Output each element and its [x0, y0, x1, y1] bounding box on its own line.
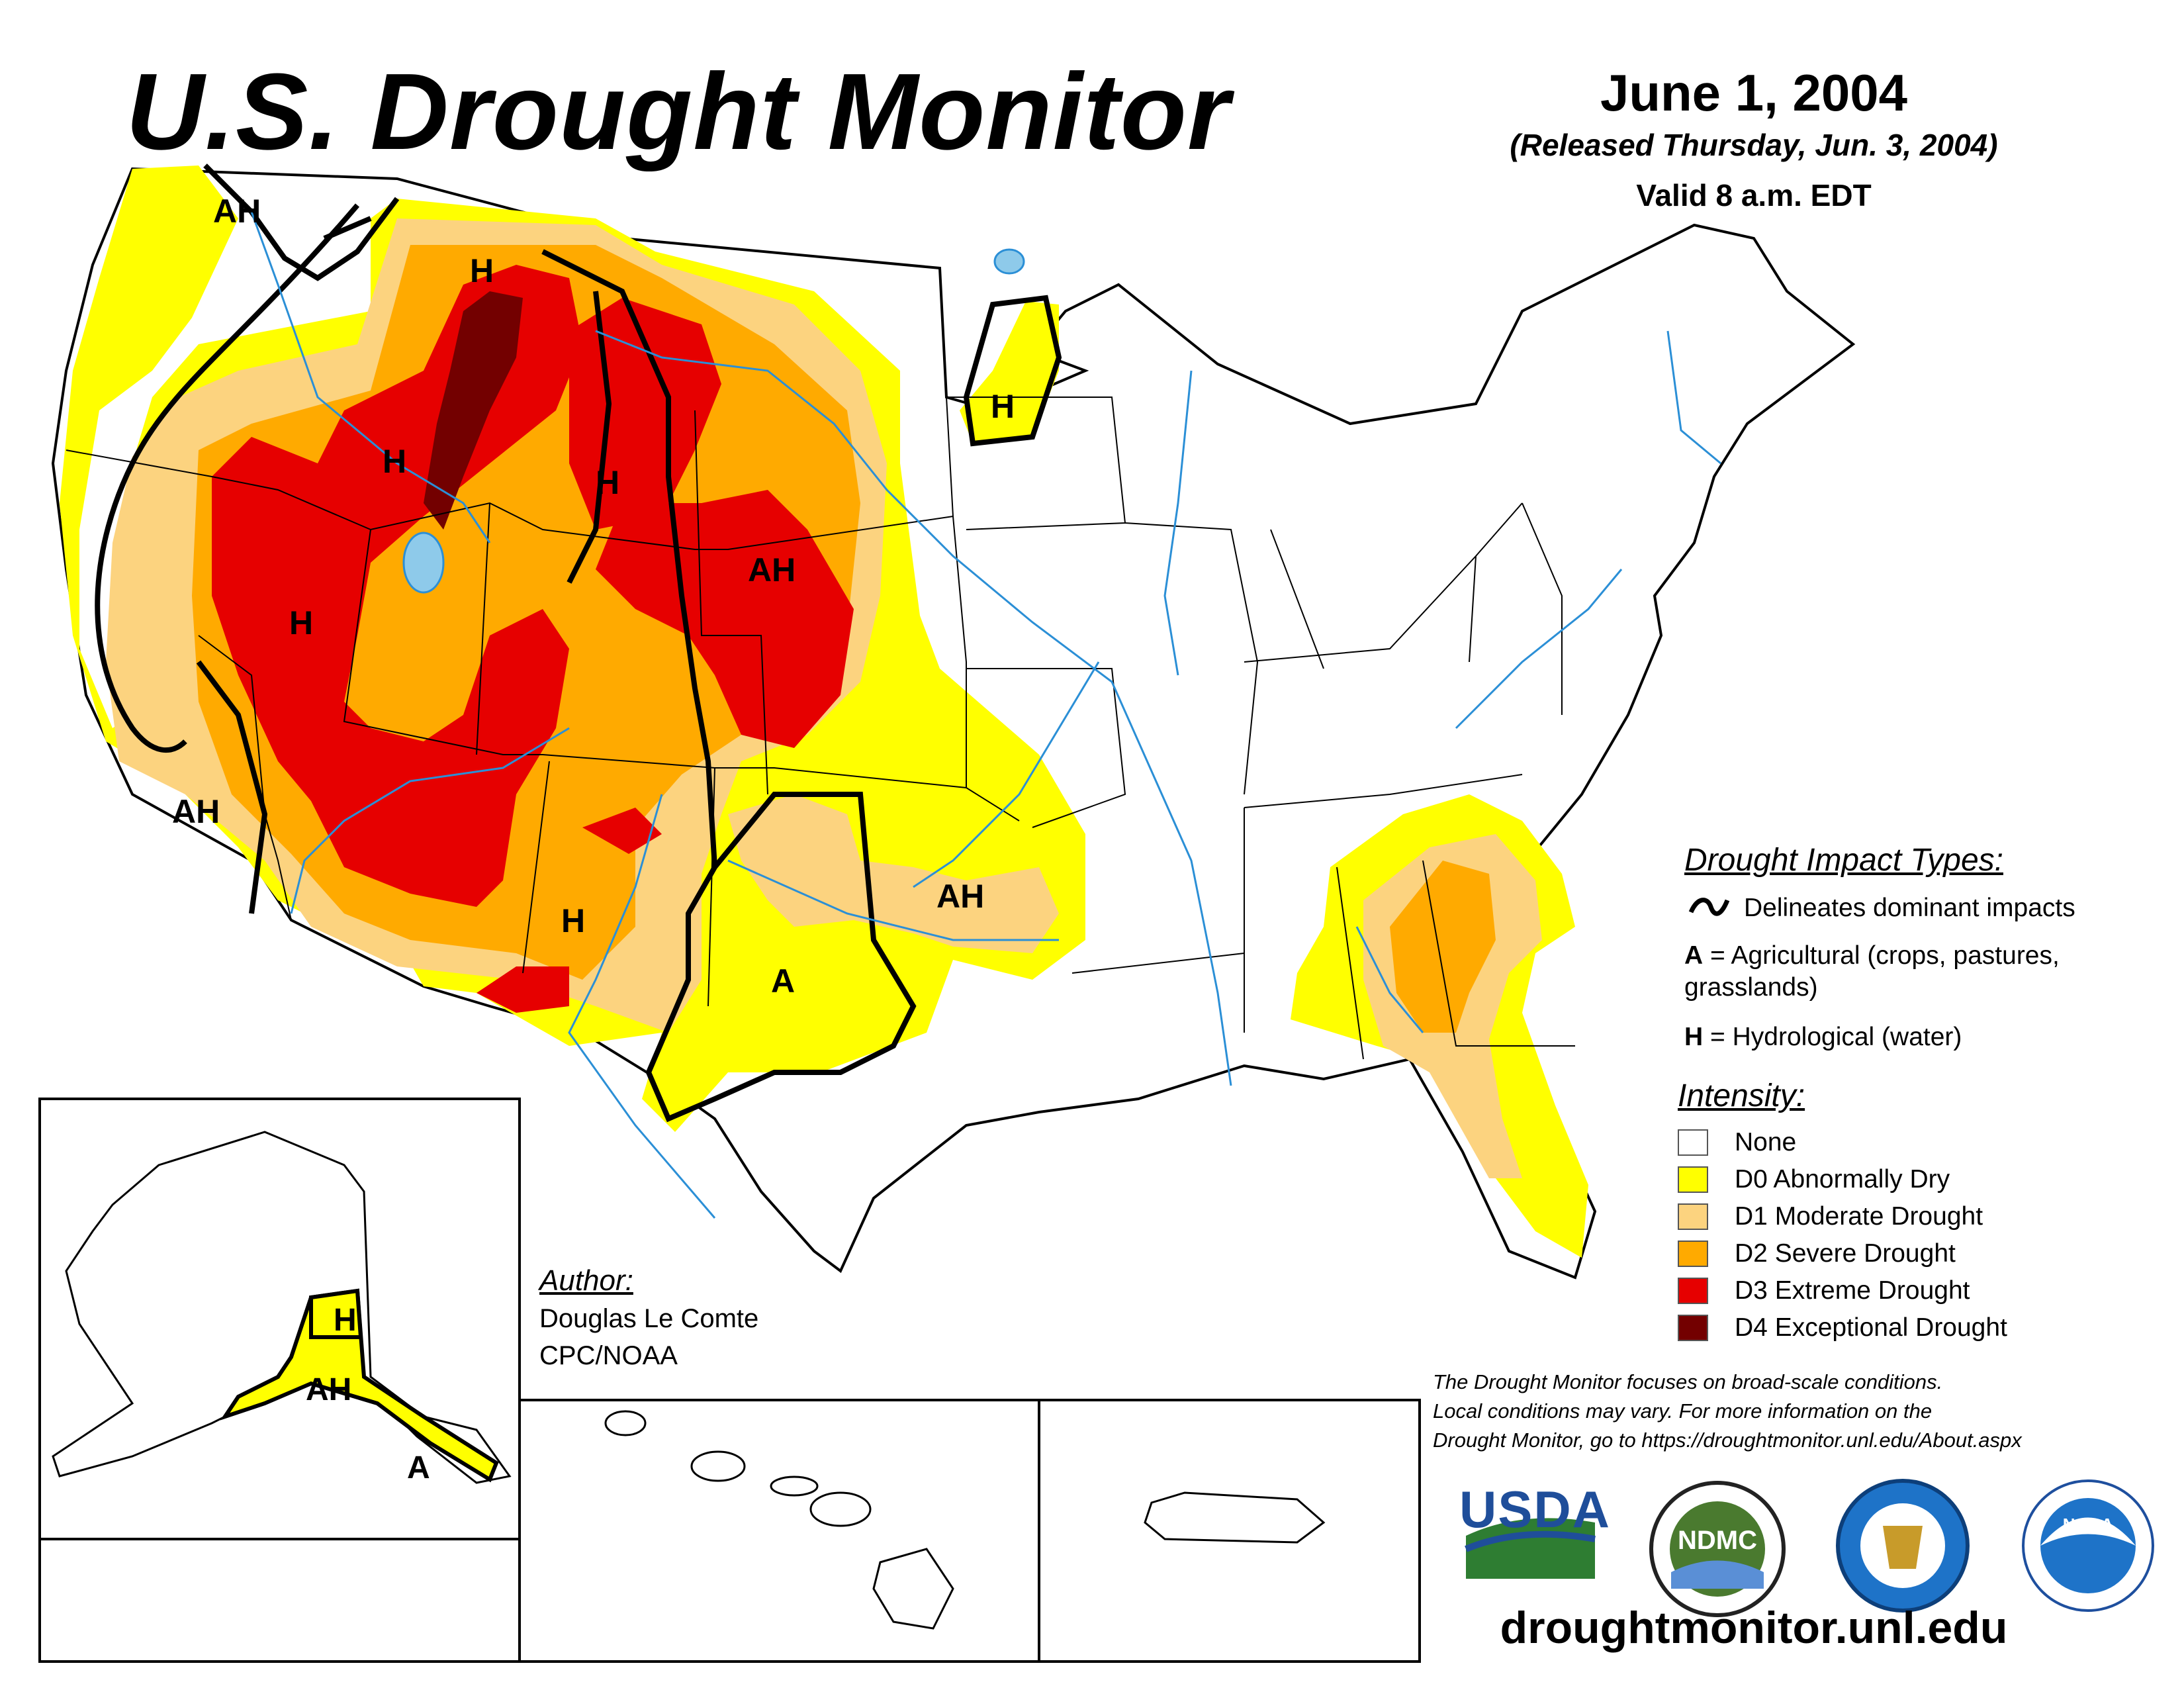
legend-label: D4 Exceptional Drought	[1735, 1313, 2007, 1342]
impact-h-row: H = Hydrological (water)	[1684, 1023, 1962, 1052]
impact-line-label: Delineates dominant impacts	[1744, 894, 2075, 922]
intensity-legend: None D0 Abnormally Dry D1 Moderate Droug…	[1678, 1124, 2007, 1346]
hawaii-islands	[604, 1410, 954, 1630]
d4-area	[424, 291, 523, 530]
label-h-montana: H	[470, 252, 494, 289]
legend-label: D3 Extreme Drought	[1735, 1276, 1970, 1305]
usda-logo-text: USDA	[1459, 1480, 1612, 1538]
disclaimer-line: Local conditions may vary. For more info…	[1433, 1399, 1933, 1423]
legend-label: D1 Moderate Drought	[1735, 1202, 1983, 1231]
commerce-logo	[1836, 1479, 1970, 1613]
puerto-rico-outline	[1144, 1491, 1326, 1544]
impact-h-text: = Hydrological (water)	[1710, 1023, 1962, 1051]
ndmc-logo-text: NDMC	[1678, 1526, 1757, 1555]
legend-item: D2 Severe Drought	[1678, 1235, 2007, 1272]
page-title: U.S. Drought Monitor	[126, 51, 1230, 172]
disclaimer-line: The Drought Monitor focuses on broad-sca…	[1433, 1370, 1943, 1393]
impact-h-code: H	[1684, 1023, 1704, 1051]
impact-line-symbol	[1688, 898, 1730, 916]
legend-swatch-d1	[1678, 1203, 1708, 1230]
legend-swatch-d0	[1678, 1166, 1708, 1193]
legend-item: D0 Abnormally Dry	[1678, 1161, 2007, 1198]
label-a-alaska: A	[407, 1450, 430, 1485]
disclaimer: The Drought Monitor focuses on broad-sca…	[1433, 1368, 2161, 1455]
d3-areas	[212, 265, 854, 1013]
label-h-alaska: H	[334, 1303, 357, 1338]
intensity-legend-heading: Intensity:	[1678, 1078, 1805, 1113]
rivers	[250, 211, 1721, 1219]
noaa-logo	[2022, 1479, 2154, 1612]
label-h-new-mexico: H	[561, 902, 586, 939]
legend-swatch-d2	[1678, 1241, 1708, 1267]
legend-swatch-d4	[1678, 1315, 1708, 1341]
author-org: CPC/NOAA	[539, 1341, 678, 1370]
author-name: Douglas Le Comte	[539, 1304, 759, 1333]
label-h-wyoming: H	[596, 464, 620, 501]
noaa-logo-text: NOAA	[2062, 1515, 2114, 1534]
disclaimer-line: Drought Monitor, go to https://droughtmo…	[1433, 1429, 2022, 1452]
legend-label: None	[1735, 1128, 1797, 1156]
impact-a-code: A	[1684, 941, 1704, 970]
label-h-minnesota: H	[991, 388, 1015, 425]
hawaii-inset	[518, 1399, 1040, 1663]
website-url[interactable]: droughtmonitor.unl.edu	[1500, 1603, 2008, 1653]
legend-label: D2 Severe Drought	[1735, 1239, 1956, 1268]
label-ah-oklahoma: AH	[936, 878, 985, 915]
release-date: (Released Thursday, Jun. 3, 2004)	[1510, 128, 1998, 162]
legend-swatch-d3	[1678, 1278, 1708, 1304]
legend-swatch-none	[1678, 1129, 1708, 1156]
ndmc-logo	[1649, 1481, 1786, 1617]
author-heading: Author:	[539, 1264, 633, 1297]
legend-item: None	[1678, 1124, 2007, 1161]
usda-logo	[1465, 1518, 1596, 1579]
legend-item: D1 Moderate Drought	[1678, 1198, 2007, 1235]
impact-a-row: A = Agricultural (crops, pastures,	[1684, 941, 2060, 970]
map-date: June 1, 2004	[1600, 64, 1907, 122]
label-h-nevada: H	[289, 604, 314, 641]
aleutians-inset	[38, 1538, 521, 1663]
impact-legend-heading: Drought Impact Types:	[1684, 843, 2003, 878]
state-boundaries	[66, 397, 1575, 1060]
label-ah-south-dakota: AH	[748, 551, 796, 588]
label-ah-california: AH	[172, 793, 220, 830]
label-ah-alaska: AH	[306, 1372, 352, 1407]
impact-a-text: = Agricultural (crops, pastures,	[1710, 941, 2060, 970]
label-a-texas: A	[771, 962, 796, 1000]
legend-item: D3 Extreme Drought	[1678, 1272, 2007, 1309]
valid-time: Valid 8 a.m. EDT	[1636, 178, 1872, 212]
legend-label: D0 Abnormally Dry	[1735, 1165, 1950, 1194]
label-ah-washington: AH	[213, 193, 261, 230]
label-h-idaho: H	[383, 443, 407, 480]
impact-a-text2: grasslands)	[1684, 973, 1818, 1002]
legend-item: D4 Exceptional Drought	[1678, 1309, 2007, 1346]
